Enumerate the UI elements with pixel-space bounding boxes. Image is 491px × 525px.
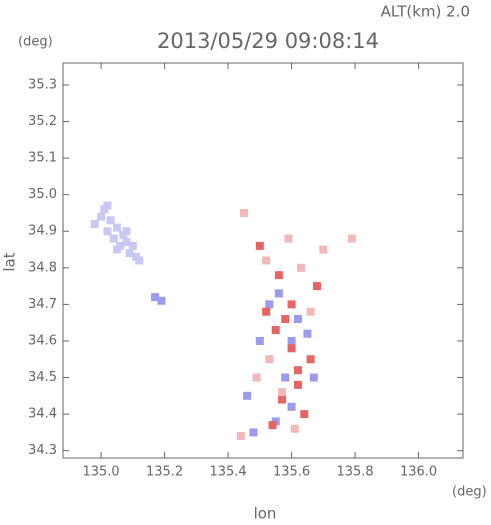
data-point xyxy=(236,432,245,441)
data-point xyxy=(300,410,309,419)
data-point xyxy=(287,402,296,411)
y-tick-label: 35.2 xyxy=(28,114,57,129)
data-point xyxy=(255,241,264,250)
x-tick-label: 135.8 xyxy=(336,465,373,480)
data-point xyxy=(312,282,321,291)
data-point xyxy=(265,300,274,309)
x-tick-label: 136.0 xyxy=(400,465,437,480)
data-point xyxy=(265,355,274,364)
y-tick-label: 35.3 xyxy=(28,77,57,92)
data-point xyxy=(306,355,315,364)
data-point xyxy=(249,428,258,437)
x-unit: (deg) xyxy=(452,485,487,500)
x-tick-label: 135.0 xyxy=(82,465,119,480)
data-point xyxy=(128,241,137,250)
data-point xyxy=(262,256,271,265)
data-point xyxy=(151,293,160,302)
data-point xyxy=(303,329,312,338)
data-point xyxy=(287,336,296,345)
data-point xyxy=(103,201,112,210)
data-point xyxy=(112,223,121,232)
y-tick-label: 34.7 xyxy=(28,297,57,312)
data-point xyxy=(278,388,287,397)
data-point xyxy=(287,344,296,353)
x-tick-label: 135.2 xyxy=(146,465,183,480)
y-tick-label: 34.6 xyxy=(28,333,57,348)
subtitle: ALT(km) 2.0 xyxy=(381,3,470,21)
data-point xyxy=(347,234,356,243)
data-point xyxy=(262,307,271,316)
data-point xyxy=(125,249,134,258)
y-tick-label: 35.1 xyxy=(28,151,57,166)
data-point xyxy=(239,208,248,217)
data-point xyxy=(293,315,302,324)
data-point xyxy=(309,373,318,382)
data-point xyxy=(157,296,166,305)
y-axis-label: lat xyxy=(1,252,19,271)
y-tick-label: 35.0 xyxy=(28,187,57,202)
x-axis-label: lon xyxy=(254,505,277,522)
data-point xyxy=(135,256,144,265)
data-point xyxy=(297,263,306,272)
data-point xyxy=(106,216,115,225)
y-unit: (deg) xyxy=(18,35,53,50)
data-point xyxy=(252,373,261,382)
data-point xyxy=(293,380,302,389)
y-tick-label: 34.4 xyxy=(28,407,57,422)
data-point xyxy=(103,227,112,236)
data-point xyxy=(290,424,299,433)
data-point xyxy=(122,238,131,247)
data-point xyxy=(255,336,264,345)
y-tick-label: 34.3 xyxy=(28,443,57,458)
data-point xyxy=(287,300,296,309)
y-tick-label: 34.8 xyxy=(28,260,57,275)
data-point xyxy=(281,373,290,382)
data-point xyxy=(274,289,283,298)
data-point xyxy=(293,366,302,375)
data-point xyxy=(122,227,131,236)
data-point xyxy=(90,219,99,228)
y-tick-label: 34.9 xyxy=(28,224,57,239)
data-point xyxy=(268,421,277,430)
chart-title: 2013/05/29 09:08:14 xyxy=(157,29,379,53)
data-point xyxy=(109,234,118,243)
data-point xyxy=(271,325,280,334)
plot-frame xyxy=(62,62,464,459)
data-point xyxy=(243,391,252,400)
data-point xyxy=(306,307,315,316)
data-point xyxy=(278,395,287,404)
x-tick-label: 135.6 xyxy=(273,465,310,480)
data-point xyxy=(319,245,328,254)
data-point xyxy=(281,315,290,324)
data-point xyxy=(97,212,106,221)
x-tick-label: 135.4 xyxy=(209,465,246,480)
y-tick-label: 34.5 xyxy=(28,370,57,385)
data-point xyxy=(112,245,121,254)
data-point xyxy=(274,271,283,280)
data-point xyxy=(284,234,293,243)
